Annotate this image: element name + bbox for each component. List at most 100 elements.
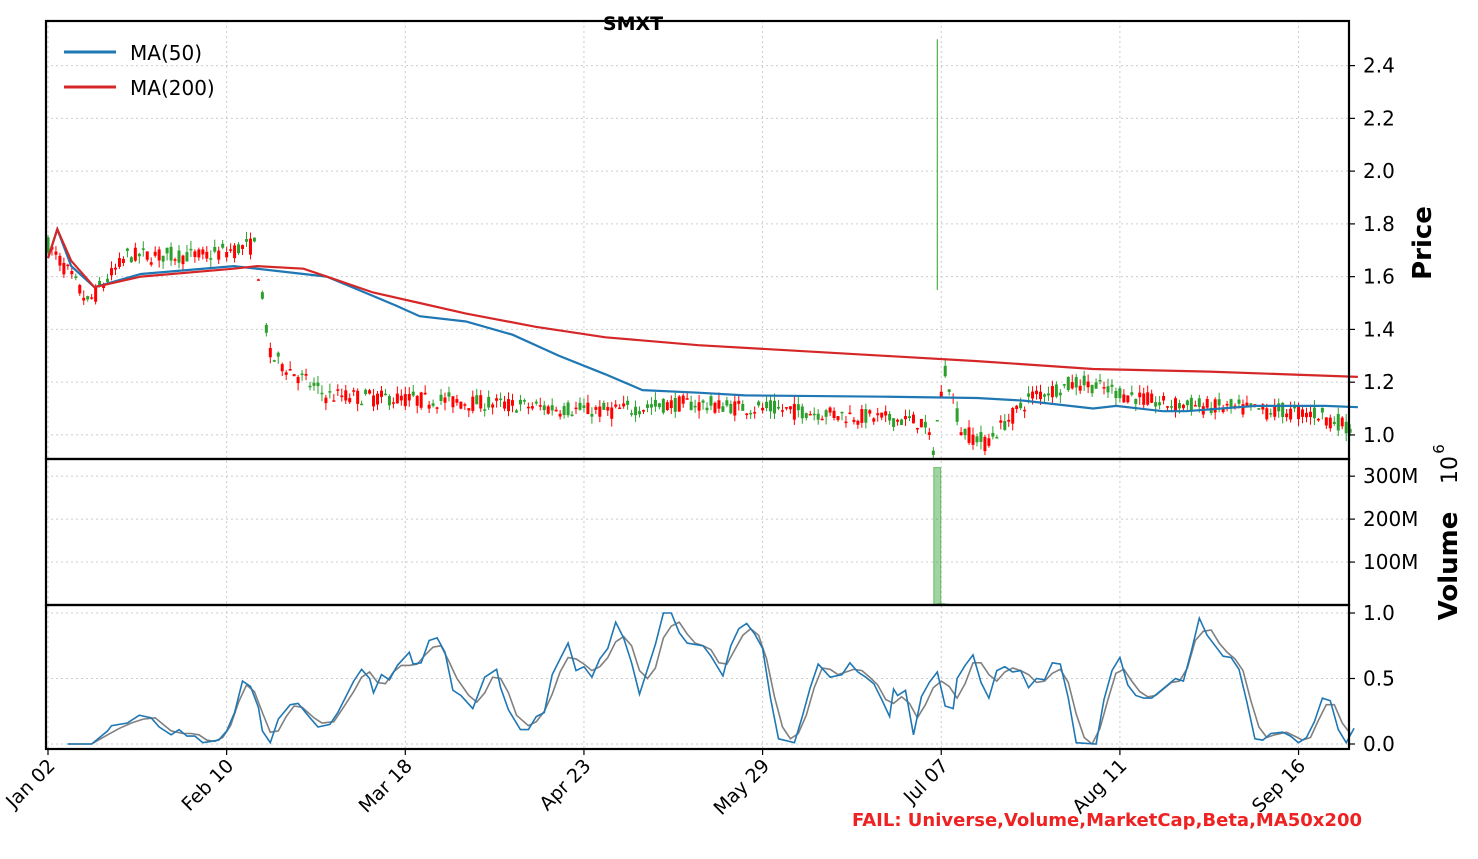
candle-body <box>745 413 748 415</box>
x-tick-label: Jan 02 <box>1 755 59 813</box>
candle-body <box>404 394 407 406</box>
candle-body <box>400 396 403 401</box>
candle-body <box>872 418 875 421</box>
candle-body <box>1083 376 1086 386</box>
oscillator-tick-label: 0.0 <box>1363 732 1395 756</box>
candle-body <box>396 394 399 404</box>
price-tick-label: 1.6 <box>1363 265 1395 289</box>
candle-body <box>1333 422 1336 424</box>
candle-body <box>106 279 109 282</box>
candle-body <box>1126 395 1129 402</box>
candle-body <box>241 245 244 249</box>
candle-body <box>479 395 482 408</box>
candle-body <box>987 438 990 446</box>
candle-body <box>578 403 581 410</box>
candle-body <box>837 416 840 420</box>
price-tick-label: 2.4 <box>1363 54 1395 78</box>
candle-body <box>237 244 240 253</box>
volume-multiplier-base: 10 <box>1438 456 1463 484</box>
candle-body <box>896 420 899 422</box>
candle-body <box>174 259 177 261</box>
candle-body <box>1138 393 1141 398</box>
candle-body <box>670 400 673 408</box>
price-tick-label: 1.0 <box>1363 423 1395 447</box>
candle-body <box>662 399 665 413</box>
candle-body <box>519 400 522 405</box>
candle-body <box>936 420 939 422</box>
candle-body <box>801 406 804 418</box>
candle-body <box>360 404 363 406</box>
candle-body <box>289 369 292 371</box>
candle-body <box>1055 384 1058 396</box>
candle-body <box>170 247 173 261</box>
candle-body <box>531 406 534 408</box>
candle-body <box>249 239 252 255</box>
candle-body <box>197 249 200 257</box>
candle-body <box>567 403 570 416</box>
candle-body <box>221 244 224 248</box>
candle-body <box>130 257 133 262</box>
volume-tick-label: 300M <box>1363 464 1418 488</box>
candle-body <box>185 252 188 261</box>
candle-body <box>229 249 232 251</box>
candle-body <box>356 391 359 404</box>
candle-body <box>471 397 474 411</box>
candle-body <box>261 292 264 299</box>
candle-body <box>789 406 792 409</box>
candle-body <box>1059 393 1062 396</box>
candle-body <box>447 392 450 396</box>
candle-body <box>408 394 411 400</box>
candle-body <box>975 436 978 442</box>
candle-body <box>547 406 550 413</box>
candle-body <box>721 406 724 411</box>
candle-body <box>729 404 732 413</box>
candle-body <box>606 407 609 410</box>
candle-body <box>1023 410 1026 412</box>
candle-body <box>590 414 593 417</box>
candle-body <box>432 403 435 405</box>
candle-body <box>368 390 371 393</box>
candle-body <box>618 408 621 410</box>
candle-body <box>717 400 720 408</box>
candle-body <box>189 249 192 251</box>
candle-body <box>841 412 844 414</box>
candle-body <box>344 390 347 400</box>
candle-body <box>1341 418 1344 427</box>
candle-body <box>777 407 780 409</box>
candle-body <box>979 432 982 442</box>
volume-axis-label: Volume <box>1434 512 1464 621</box>
candle-body <box>312 383 315 386</box>
candle-body <box>1011 408 1014 424</box>
candle-body <box>1257 408 1260 410</box>
candle-body <box>678 396 681 411</box>
price-tick-label: 2.0 <box>1363 159 1395 183</box>
candle-body <box>654 400 657 407</box>
candle-body <box>70 271 73 274</box>
candle-body <box>1071 382 1074 388</box>
candle-body <box>1114 391 1117 398</box>
candle-body <box>66 265 69 267</box>
candle-body <box>1043 394 1046 396</box>
candle-body <box>638 411 641 414</box>
price-tick-label: 2.2 <box>1363 106 1395 130</box>
candle-body <box>753 412 756 414</box>
candle-body <box>586 403 589 414</box>
candle-body <box>1238 400 1241 404</box>
x-tick-label: Apr 23 <box>535 755 595 815</box>
candle-body <box>86 296 89 299</box>
candle-body <box>555 410 558 412</box>
candle-body <box>1019 403 1022 408</box>
candle-body <box>892 418 895 427</box>
candle-body <box>1309 412 1312 417</box>
candle-body <box>205 252 208 259</box>
oscillator-tick-label: 0.5 <box>1363 667 1395 691</box>
candle-body <box>1329 418 1332 429</box>
candle-body <box>686 398 689 400</box>
candle-body <box>781 410 784 412</box>
failure-note: FAIL: Universe,Volume,MarketCap,Beta,MA5… <box>852 810 1362 831</box>
candle-body <box>1277 403 1280 411</box>
candle-body <box>491 404 494 407</box>
candle-body <box>1218 399 1221 405</box>
candle-body <box>1158 402 1161 405</box>
candle-body <box>1317 419 1320 421</box>
